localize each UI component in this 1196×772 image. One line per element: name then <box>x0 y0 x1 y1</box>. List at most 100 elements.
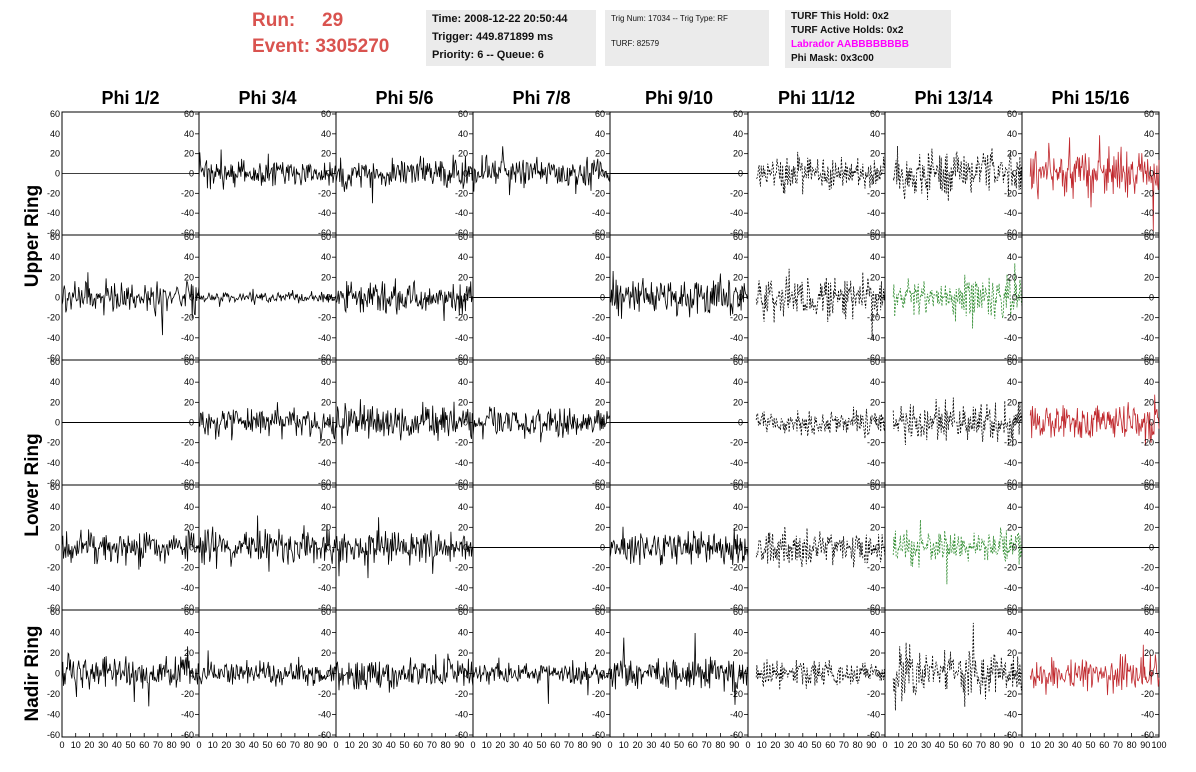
y-tick-label: -40 <box>47 458 60 468</box>
y-tick-label: 20 <box>321 272 331 282</box>
x-tick-label: 20 <box>221 740 231 750</box>
y-tick-label: 60 <box>595 232 605 242</box>
y-tick-label: -20 <box>318 188 331 198</box>
y-tick-label: 40 <box>50 252 60 262</box>
y-tick-label: 0 <box>1012 669 1017 679</box>
y-tick-label: 20 <box>458 648 468 658</box>
y-tick-label: -20 <box>455 689 468 699</box>
y-tick-label: 40 <box>1007 628 1017 638</box>
y-tick-label: -60 <box>1141 603 1154 613</box>
x-tick-label: 30 <box>1058 740 1068 750</box>
y-tick-label: -40 <box>1004 710 1017 720</box>
row-header: Lower Ring <box>22 433 43 536</box>
x-tick-label: 90 <box>866 740 876 750</box>
y-tick-label: -40 <box>1141 583 1154 593</box>
y-tick-label: -20 <box>318 313 331 323</box>
y-tick-label: -20 <box>592 188 605 198</box>
y-tick-label: 60 <box>1007 232 1017 242</box>
y-tick-label: -60 <box>455 478 468 488</box>
y-tick-label: 60 <box>1007 357 1017 367</box>
x-tick-label: 0 <box>333 740 338 750</box>
panel-frame <box>198 359 337 486</box>
y-tick-label: -40 <box>1004 333 1017 343</box>
y-tick-label: -40 <box>730 710 743 720</box>
y-tick-label: -20 <box>867 563 880 573</box>
y-tick-label: -60 <box>181 603 194 613</box>
y-tick-label: 40 <box>733 502 743 512</box>
y-tick-label: 0 <box>55 169 60 179</box>
waveform-trace <box>335 399 474 445</box>
y-tick-label: -40 <box>47 208 60 218</box>
y-tick-label: -60 <box>867 228 880 238</box>
y-tick-label: 60 <box>1144 109 1154 119</box>
x-tick-label: 40 <box>523 740 533 750</box>
y-tick-label: -40 <box>47 583 60 593</box>
y-tick-label: 60 <box>733 482 743 492</box>
y-tick-label: 40 <box>1007 502 1017 512</box>
y-tick-label: 40 <box>1144 129 1154 139</box>
y-tick-label: 0 <box>875 169 880 179</box>
y-tick-label: 20 <box>595 648 605 658</box>
column-header: Phi 7/8 <box>512 88 570 108</box>
y-tick-label: 40 <box>870 129 880 139</box>
y-tick-label: 60 <box>870 109 880 119</box>
y-tick-label: -40 <box>181 710 194 720</box>
y-tick-label: 20 <box>1007 397 1017 407</box>
y-tick-label: 0 <box>600 669 605 679</box>
y-tick-label: 40 <box>733 628 743 638</box>
y-tick-label: 40 <box>184 129 194 139</box>
run-event-label: Run: 29 Event: 3305270 <box>252 8 422 68</box>
y-tick-label: 40 <box>870 628 880 638</box>
y-tick-label: -20 <box>47 563 60 573</box>
turf-text: TURF: 82579 <box>611 39 660 48</box>
y-tick-label: 60 <box>321 232 331 242</box>
y-tick-label: -40 <box>318 583 331 593</box>
run-label: Run: <box>252 10 296 31</box>
y-tick-label: 40 <box>595 502 605 512</box>
y-tick-label: 0 <box>600 293 605 303</box>
y-tick-label: 40 <box>321 252 331 262</box>
y-tick-label: 20 <box>1007 149 1017 159</box>
y-tick-label: 40 <box>1007 377 1017 387</box>
y-tick-label: -20 <box>181 188 194 198</box>
y-tick-label: -60 <box>1141 730 1154 740</box>
y-tick-label: 20 <box>184 149 194 159</box>
trigger-text: Trigger: 449.871899 ms <box>432 31 554 43</box>
x-tick-label: 70 <box>839 740 849 750</box>
y-tick-label: -40 <box>1004 583 1017 593</box>
waveform-trace <box>198 650 337 687</box>
y-tick-label: -20 <box>1004 689 1017 699</box>
y-tick-label: -60 <box>47 730 60 740</box>
row-header: Upper Ring <box>22 185 43 287</box>
y-tick-label: -40 <box>867 710 880 720</box>
turf-info-box: TURF This Hold: 0x2 TURF Active Holds: 0… <box>785 10 951 68</box>
y-tick-label: 40 <box>321 377 331 387</box>
y-tick-label: 60 <box>1007 607 1017 617</box>
y-tick-label: 40 <box>321 628 331 638</box>
y-tick-label: 0 <box>189 169 194 179</box>
y-tick-label: -60 <box>592 353 605 363</box>
panel-frame <box>747 484 886 611</box>
x-tick-label: 80 <box>304 740 314 750</box>
x-tick-label: 20 <box>633 740 643 750</box>
y-tick-label: -40 <box>455 583 468 593</box>
x-tick-label: 80 <box>167 740 177 750</box>
y-tick-label: -20 <box>592 438 605 448</box>
y-tick-label: 60 <box>733 357 743 367</box>
y-tick-label: -20 <box>318 438 331 448</box>
y-tick-label: -60 <box>47 353 60 363</box>
y-tick-label: 40 <box>458 502 468 512</box>
y-tick-label: 0 <box>326 169 331 179</box>
y-tick-label: 0 <box>1149 418 1154 428</box>
event-label: Event: <box>252 36 311 57</box>
y-tick-label: -60 <box>1141 353 1154 363</box>
x-tick-label: 10 <box>482 740 492 750</box>
y-tick-label: 0 <box>463 169 468 179</box>
y-tick-label: 20 <box>458 272 468 282</box>
y-tick-label: 0 <box>738 543 743 553</box>
y-tick-label: 60 <box>733 232 743 242</box>
y-tick-label: -20 <box>592 689 605 699</box>
panel-frame <box>747 111 886 236</box>
y-tick-label: 60 <box>184 109 194 119</box>
x-tick-label: 40 <box>249 740 259 750</box>
